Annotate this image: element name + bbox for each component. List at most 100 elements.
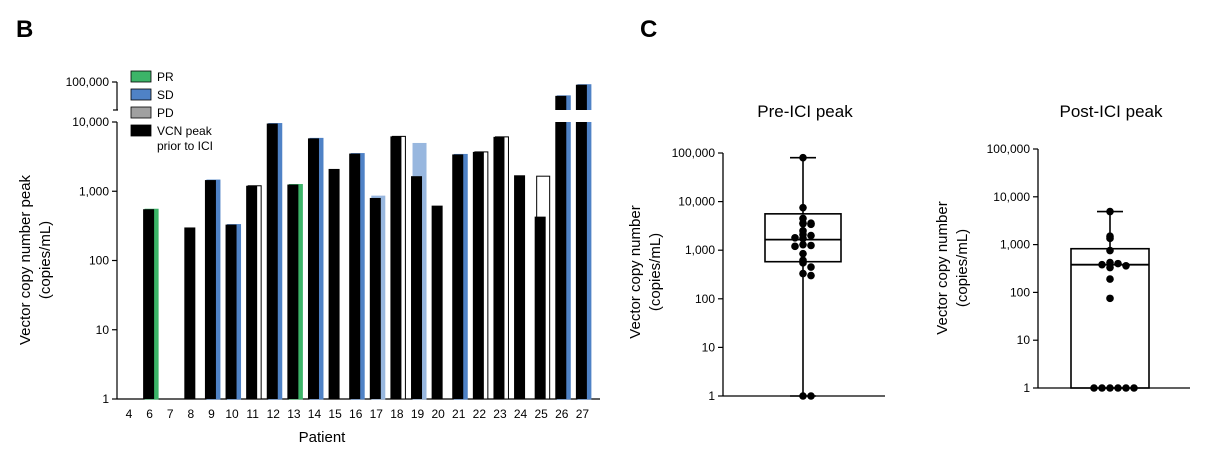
bar-chart-x-tick-label: 27 [576,407,590,421]
post-ici-box-plot: Post-ICI peak Vector copy number (copies… [934,102,1190,395]
post-data-point [1106,234,1114,243]
bar-chart-x-tick-label: 9 [208,407,215,421]
legend-label-vcn-line1: VCN peak [157,124,213,138]
bar-chart-x-tick-label: 6 [146,407,153,421]
vcn-bar-patient-23 [493,136,505,399]
vcn-bar-patient-27 [575,84,587,400]
bar-chart-x-tick-label: 23 [493,407,507,421]
bar-chart-y-tick-label: 10,000 [72,115,109,129]
bar-chart-x-tick-label: 18 [390,407,404,421]
vcn-bar-patient-22 [472,151,484,399]
post-ici-y-axis-units: (copies/mL) [954,229,971,307]
post-data-point [1106,263,1114,272]
bar-chart-x-tick-label: 20 [431,407,445,421]
pre-y-tick-label: 1,000 [685,243,715,257]
bar-chart-y-ticks: 1 10 100 1,000 10,000 100,000 [66,75,117,406]
post-y-tick-label: 100,000 [987,142,1031,156]
bar-chart-x-tick-label: 7 [167,407,174,421]
post-data-point [1098,384,1106,392]
vcn-bar-patient-13 [287,184,299,399]
post-data-point [1130,384,1138,392]
vcn-bar-patient-17 [369,197,381,399]
pre-data-point [799,219,807,228]
bar-chart-x-tick-label: 17 [370,407,384,421]
pre-y-tick-label: 1 [708,389,715,403]
bar-chart-x-tick-label: 11 [246,407,259,421]
post-ici-axes [1037,149,1190,389]
post-data-point [1106,294,1114,303]
pre-ici-points [791,153,815,400]
vcn-bar-patient-11 [246,185,258,399]
bar-chart-y-axis-units: (copies/mL) [37,221,54,299]
post-y-tick-label: 10,000 [993,190,1030,204]
bar-chart-x-tick-label: 15 [328,407,342,421]
bar-chart-x-tick-label: 22 [473,407,487,421]
panel-letter-b: B [16,16,33,43]
pre-data-point [799,203,807,212]
vcn-bar-patient-20 [431,205,443,399]
pre-data-point [799,153,807,162]
pre-ici-y-axis-units: (copies/mL) [647,233,664,311]
bar-chart-y-tick-label: 100 [89,254,109,268]
pre-data-point [807,219,815,227]
vcn-bar-patient-10 [225,224,237,399]
pre-data-point [807,231,815,240]
post-data-point [1114,384,1122,392]
pre-y-tick-label: 10,000 [678,195,715,209]
pre-data-point [799,249,807,258]
post-data-point [1106,246,1114,255]
post-y-tick-label: 100 [1010,285,1030,299]
pre-data-point [807,241,815,250]
bar-chart-x-tick-label: 24 [514,407,528,421]
pre-data-point [807,271,815,280]
pre-data-point [799,392,807,400]
post-y-tick-label: 1,000 [1000,238,1030,252]
legend-swatch-sd [130,88,152,101]
vcn-bar-patient-25 [534,216,546,399]
bar-chart-x-tick-label: 26 [555,407,569,421]
post-data-point [1122,262,1130,270]
post-data-point [1106,207,1114,216]
pre-data-point [791,242,799,251]
bar-chart-y-tick-label: 1,000 [79,184,109,198]
vcn-bar-patient-15 [328,168,340,399]
vcn-bar-patient-24 [514,175,526,399]
vcn-bar-patient-18 [390,136,402,399]
pre-data-point [807,392,815,400]
post-y-tick-label: 1 [1023,381,1030,395]
pre-data-point [799,240,807,249]
post-data-point [1106,275,1114,283]
pre-data-point [799,234,807,243]
pre-ici-box-plot: Pre-ICI peak Vector copy number (copies/… [627,102,885,403]
bar-chart-x-tick-label: 16 [349,407,363,421]
post-data-point [1122,384,1130,392]
bar-chart-x-tick-label: 12 [267,407,281,421]
legend-swatch-vcn [130,124,152,137]
post-data-point [1106,384,1114,392]
post-ici-title: Post-ICI peak [1060,102,1163,121]
pre-ici-title: Pre-ICI peak [757,102,853,121]
post-ici-points [1090,207,1138,392]
bar-chart-x-tick-label: 14 [308,407,322,421]
pre-data-point [807,263,815,271]
pre-y-tick-label: 100,000 [672,146,716,160]
bar-chart-x-tick-label: 10 [225,407,239,421]
vcn-bar-patient-12 [266,123,278,400]
bar-chart-x-tick-label: 8 [187,407,194,421]
legend-label-sd: SD [157,88,174,102]
bar-chart-bars [119,84,602,400]
vcn-bar-patient-6 [143,209,155,399]
bar-chart-x-axis-title: Patient [299,429,347,446]
pre-data-point [799,259,807,267]
bar-chart-x-tick-label: 21 [452,407,466,421]
post-data-point [1114,259,1122,268]
post-ici-y-axis-title: Vector copy number [934,201,951,334]
legend-label-vcn-line2: prior to ICI [157,139,213,153]
post-y-tick-label: 10 [1017,333,1031,347]
vcn-bar-patient-8 [184,227,196,399]
bar-chart-panel: 1 10 100 1,000 10,000 100,000 4 6 7 8 9 10 11 12 13 14… [17,70,602,446]
legend-swatch-pd [130,106,152,119]
bar-chart-x-tick-label: 25 [534,407,548,421]
bar-chart-y-tick-label: 10 [96,323,110,337]
bar-chart-legend: PR SD PD VCN peak prior to ICI [130,70,213,153]
